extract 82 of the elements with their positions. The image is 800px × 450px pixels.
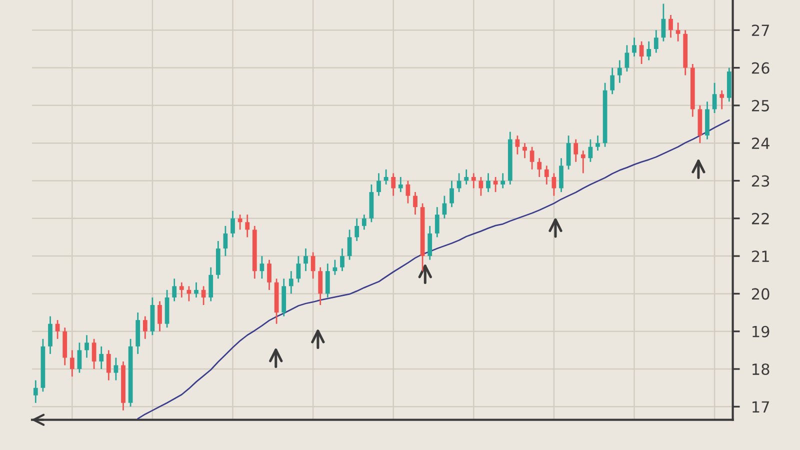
y-tick-label: 26 [752,62,770,74]
candlestick [288,270,294,294]
candlestick [537,157,542,178]
candlestick [712,82,717,114]
candlestick [179,282,184,298]
candlestick [471,172,476,189]
candlestick [245,214,250,238]
candlestick [559,157,564,193]
candlestick [428,225,432,261]
candlestick [398,176,403,193]
candlestick [720,90,724,110]
candlestick [304,248,308,272]
candlestick [77,342,82,374]
y-tick-label: 17 [752,401,769,412]
candlestick [654,29,658,54]
y-tick-label: 22 [752,212,769,224]
candlestick [114,357,118,382]
candlestick [668,14,673,38]
candlestick [617,60,622,84]
candlestick [318,266,323,306]
candlestick [456,172,462,193]
candlestick [340,248,344,272]
candlestick [296,255,301,284]
candlestick [172,278,177,302]
y-tick-label: 21 [752,250,769,262]
candlestick [450,180,454,208]
candlestick [230,210,235,238]
candlestick [158,300,162,332]
candlestick [624,44,630,72]
y-tick-label: 19 [752,326,770,338]
candlestick [55,319,60,340]
candlestick [610,67,615,95]
candlestick [493,176,498,193]
candlestick [661,3,666,42]
candlestick [48,316,52,355]
candlestick [406,180,410,204]
candlestick [142,316,148,340]
candlestick [362,214,366,230]
candlestick [478,176,484,196]
candlestick [580,150,586,174]
candlestick [33,380,38,404]
candlestick [544,164,549,186]
candlestick [552,172,556,196]
candlestick [347,229,352,261]
candlestick [434,206,440,238]
candlestick [646,40,652,61]
candlestick [574,138,578,163]
line-series [137,119,730,420]
candlestick [639,40,644,65]
y-tick-label: 20 [752,288,770,300]
candlestick [208,266,214,302]
y-tick-label: 23 [752,175,770,187]
candlestick [500,172,506,189]
candlestick [464,168,469,186]
candlestick [413,191,418,216]
candlestick [515,134,520,156]
candlestick [92,338,96,370]
candlestick [676,22,680,42]
candlestick [632,36,636,58]
y-tick-label: 27 [752,24,769,36]
candlestick [310,252,316,280]
candlestick [267,259,272,291]
candlestick [194,282,198,298]
candlestick [325,262,330,298]
candlestick [530,146,534,170]
candlestick [391,172,396,196]
candlestick [99,346,104,370]
candlestick [70,349,74,378]
y-tick-label: 24 [752,138,770,149]
candlestick [486,172,490,193]
candlestick [354,218,360,242]
y-tick-label: 18 [752,363,770,376]
candlestick [106,349,111,382]
y-tick-label: 25 [752,100,769,112]
candlestick [596,134,600,152]
candlestick [223,225,228,257]
candlestick [566,134,571,170]
candlestick [84,334,89,358]
candlestick [376,172,381,196]
candlestick [522,142,527,159]
candlestick [201,285,206,306]
candlestick [260,255,264,280]
